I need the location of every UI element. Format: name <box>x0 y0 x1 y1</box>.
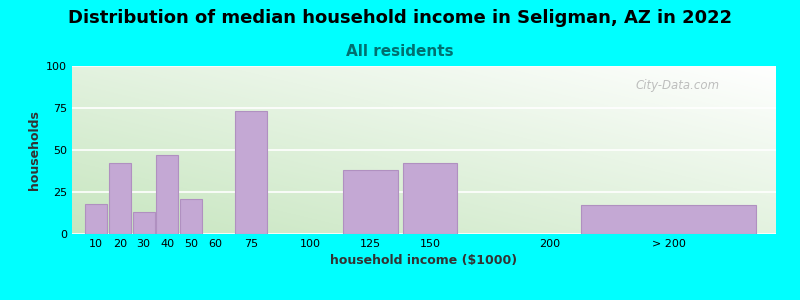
Bar <box>85 204 107 234</box>
X-axis label: household income ($1000): household income ($1000) <box>330 254 518 267</box>
Bar <box>343 170 398 234</box>
Bar <box>581 206 757 234</box>
Text: Distribution of median household income in Seligman, AZ in 2022: Distribution of median household income … <box>68 9 732 27</box>
Text: All residents: All residents <box>346 44 454 59</box>
Bar <box>402 164 458 234</box>
Text: City-Data.com: City-Data.com <box>635 80 719 92</box>
Bar <box>109 164 130 234</box>
Y-axis label: households: households <box>27 110 41 190</box>
Bar <box>157 155 178 234</box>
Bar <box>133 212 154 234</box>
Bar <box>180 199 202 234</box>
Bar <box>234 111 267 234</box>
